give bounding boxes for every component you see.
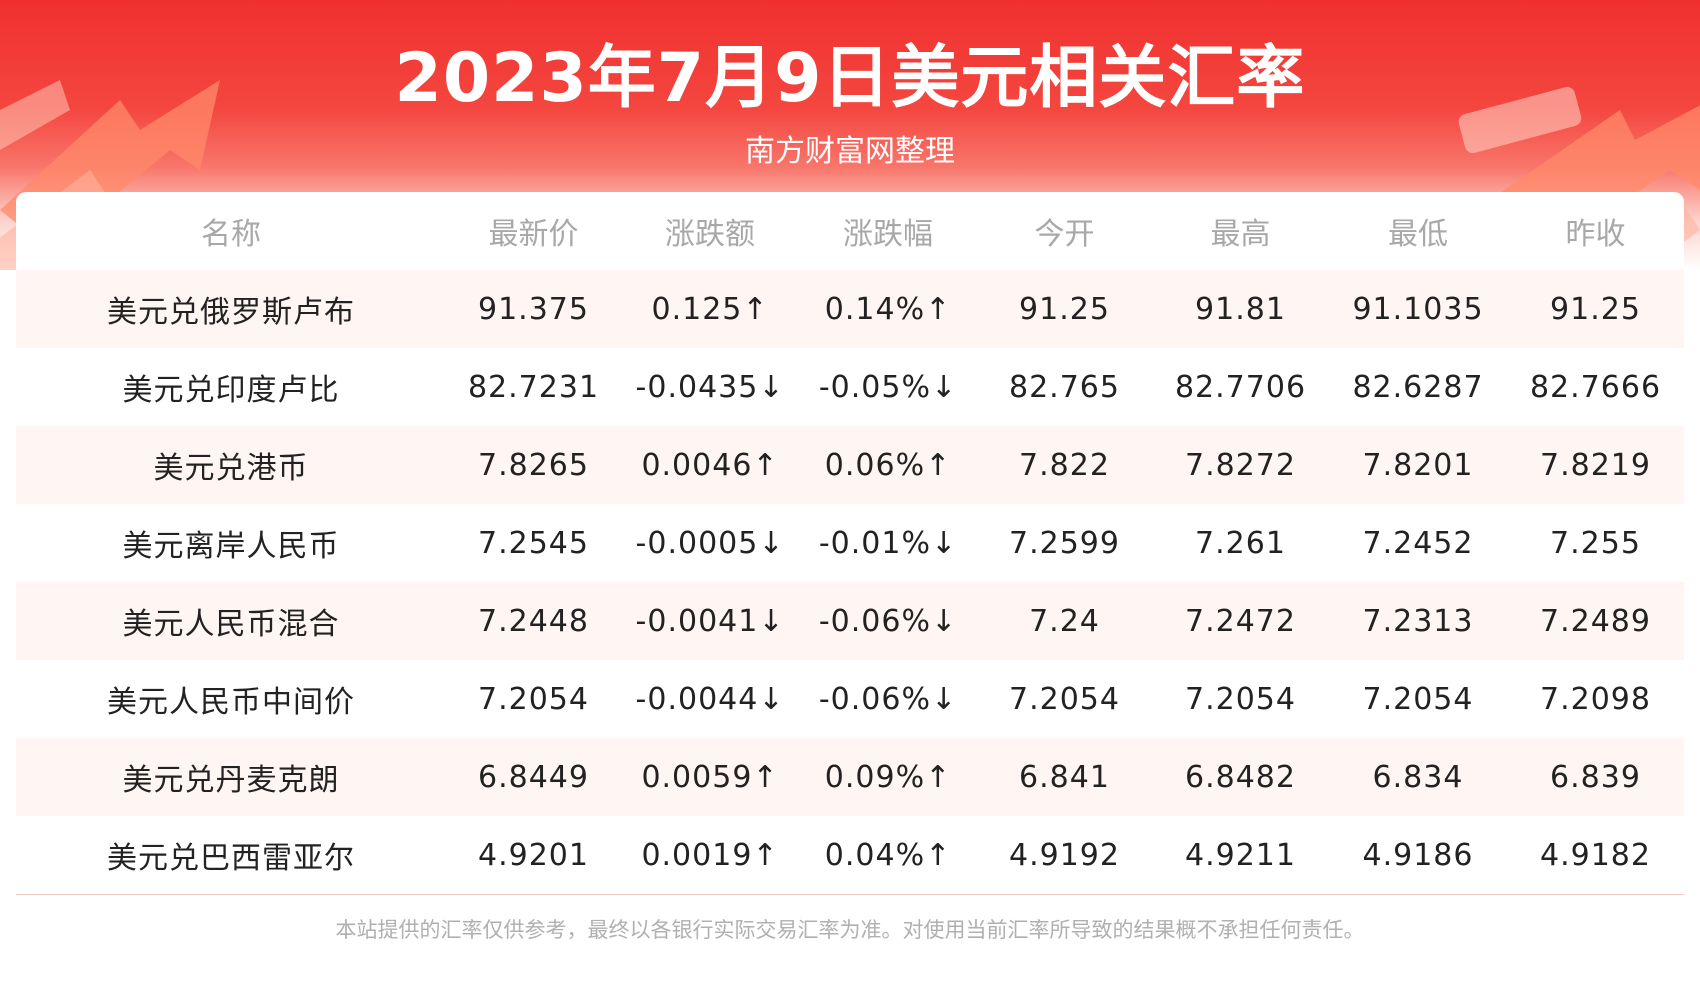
cell-pct: 0.04%↑ <box>824 837 952 873</box>
cell-name: 美元人民币混合 <box>122 607 340 642</box>
cell-high: 6.8482 <box>1185 759 1296 795</box>
cell-high: 7.2472 <box>1185 603 1296 639</box>
cell-pct: -0.01%↓ <box>818 525 958 561</box>
cell-change: -0.0005↓ <box>635 525 785 561</box>
col-header-low: 最低 <box>1388 217 1448 252</box>
cell-pct: -0.05%↓ <box>818 369 958 405</box>
table-row: 美元兑巴西雷亚尔 4.9201 0.0019↑ 0.04%↑ 4.9192 4.… <box>16 816 1684 892</box>
cell-name: 美元兑丹麦克朗 <box>122 763 340 798</box>
cell-open: 6.841 <box>1019 759 1110 795</box>
cell-name: 美元兑巴西雷亚尔 <box>107 841 355 876</box>
col-header-open: 今开 <box>1034 217 1095 252</box>
cell-pct: -0.06%↓ <box>818 681 958 717</box>
cell-change: -0.0044↓ <box>635 681 785 717</box>
table-row: 美元兑印度卢比 82.7231 -0.0435↓ -0.05%↓ 82.765 … <box>16 348 1684 426</box>
col-header-prev: 昨收 <box>1565 217 1626 252</box>
table-header-row: 名称 最新价 涨跌额 涨跌幅 今开 最高 最低 昨收 <box>16 192 1684 270</box>
cell-pct: 0.14%↑ <box>824 291 952 327</box>
cell-high: 91.81 <box>1195 291 1286 327</box>
cell-open: 7.822 <box>1019 447 1110 483</box>
cell-latest: 7.2054 <box>478 681 589 717</box>
cell-open: 7.24 <box>1029 603 1100 639</box>
cell-low: 7.2452 <box>1362 525 1474 561</box>
cell-change: 0.125↑ <box>651 291 769 327</box>
cell-low: 7.8201 <box>1362 447 1474 483</box>
cell-change: -0.0041↓ <box>635 603 785 639</box>
cell-open: 91.25 <box>1019 291 1110 327</box>
cell-prev: 7.255 <box>1550 525 1641 561</box>
cell-high: 7.261 <box>1195 525 1286 561</box>
page-title: 2023年7月9日美元相关汇率 <box>394 39 1306 118</box>
cell-pct: 0.09%↑ <box>824 759 952 795</box>
cell-prev: 7.2098 <box>1540 681 1651 717</box>
cell-low: 7.2054 <box>1362 681 1474 717</box>
cell-prev: 7.8219 <box>1540 447 1651 483</box>
cell-latest: 91.375 <box>478 291 589 327</box>
table-row: 美元兑丹麦克朗 6.8449 0.0059↑ 0.09%↑ 6.841 6.84… <box>16 738 1684 816</box>
cell-latest: 6.8449 <box>478 759 589 795</box>
col-header-name: 名称 <box>201 217 261 252</box>
cell-pct: -0.06%↓ <box>818 603 958 639</box>
cell-prev: 4.9182 <box>1540 837 1651 873</box>
cell-low: 6.834 <box>1372 759 1464 795</box>
cell-change: 0.0059↑ <box>641 759 779 795</box>
cell-name: 美元兑港币 <box>153 451 309 486</box>
cell-name: 美元兑俄罗斯卢布 <box>107 295 355 330</box>
cell-prev: 6.839 <box>1550 759 1641 795</box>
rates-card: 南方财富网 Southmoney.com 名称 最新价 涨跌额 涨跌幅 今开 最… <box>16 192 1684 892</box>
table-row: 美元离岸人民币 7.2545 -0.0005↓ -0.01%↓ 7.2599 7… <box>16 504 1684 582</box>
cell-latest: 82.7231 <box>467 369 600 405</box>
cell-open: 7.2054 <box>1009 681 1120 717</box>
cell-change: 0.0046↑ <box>641 447 779 483</box>
footer-divider <box>16 894 1684 895</box>
cell-open: 4.9192 <box>1009 837 1120 873</box>
cell-high: 4.9211 <box>1185 837 1296 873</box>
cell-open: 82.765 <box>1009 369 1120 405</box>
cell-prev: 82.7666 <box>1529 369 1662 405</box>
cell-open: 7.2599 <box>1009 525 1120 561</box>
page-subtitle: 南方财富网整理 <box>745 134 955 169</box>
exchange-rate-table: 名称 最新价 涨跌额 涨跌幅 今开 最高 最低 昨收 美元兑俄罗斯卢布 91.3… <box>16 192 1684 892</box>
cell-latest: 7.2545 <box>478 525 589 561</box>
cell-low: 91.1035 <box>1352 291 1484 327</box>
cell-latest: 4.9201 <box>478 837 589 873</box>
cell-pct: 0.06%↑ <box>824 447 952 483</box>
cell-name: 美元兑印度卢比 <box>122 373 340 408</box>
cell-high: 82.7706 <box>1174 369 1307 405</box>
cell-high: 7.2054 <box>1185 681 1296 717</box>
cell-high: 7.8272 <box>1185 447 1296 483</box>
table-row: 美元兑港币 7.8265 0.0046↑ 0.06%↑ 7.822 7.8272… <box>16 426 1684 504</box>
cell-latest: 7.8265 <box>478 447 589 483</box>
cell-name: 美元人民币中间价 <box>107 685 355 720</box>
cell-low: 82.6287 <box>1352 369 1484 405</box>
col-header-change: 涨跌额 <box>665 217 755 252</box>
cell-low: 7.2313 <box>1362 603 1474 639</box>
cell-prev: 7.2489 <box>1540 603 1651 639</box>
table-row: 美元人民币中间价 7.2054 -0.0044↓ -0.06%↓ 7.2054 … <box>16 660 1684 738</box>
footer-disclaimer: 本站提供的汇率仅供参考，最终以各银行实际交易汇率为准。对使用当前汇率所导致的结果… <box>335 918 1365 942</box>
col-header-pct: 涨跌幅 <box>843 217 933 252</box>
table-row: 美元人民币混合 7.2448 -0.0041↓ -0.06%↓ 7.24 7.2… <box>16 582 1684 660</box>
col-header-high: 最高 <box>1210 217 1271 252</box>
cell-change: -0.0435↓ <box>635 369 785 405</box>
cell-name: 美元离岸人民币 <box>122 529 340 564</box>
cell-prev: 91.25 <box>1550 291 1641 327</box>
col-header-latest: 最新价 <box>488 217 579 252</box>
cell-change: 0.0019↑ <box>641 837 779 873</box>
table-row: 美元兑俄罗斯卢布 91.375 0.125↑ 0.14%↑ 91.25 91.8… <box>16 270 1684 348</box>
cell-latest: 7.2448 <box>478 603 589 639</box>
cell-low: 4.9186 <box>1362 837 1474 873</box>
